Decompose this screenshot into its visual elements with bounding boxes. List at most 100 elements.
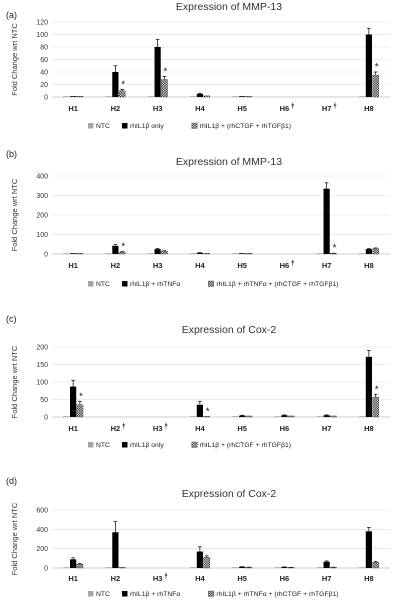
y-tick-label: 0 [44,95,48,102]
x-tick-label: H4 [195,261,205,270]
y-axis-label: Fold Change wrt NTC [10,345,19,418]
legend-entry: NTC [96,591,110,598]
chart-title: Expression of MMP-13 [176,1,282,13]
bar [147,253,154,254]
bar [70,386,77,417]
significance-star: * [375,62,379,73]
panel-label: (c) [6,314,17,324]
bar [154,249,161,254]
chart-panel: (c) Expression of Cox-2 Fold Change wrt NT… [6,314,390,449]
bar [232,253,239,254]
legend-entry: rhIL1β only [130,442,164,449]
bar [63,567,70,568]
legend-entry: rhIL1β + (rhCTGF + rhTGFβ1) [200,442,291,449]
bar [245,415,253,418]
x-tick-label: H8 [364,424,374,433]
bar [70,96,77,97]
panel-label: (d) [6,476,17,486]
bar [118,567,126,569]
x-tick-label: H7 [322,424,332,433]
x-tick-label: H4 [195,104,205,113]
legend-swatch [121,281,128,287]
significance-star: * [79,391,83,402]
y-axis-label: Fold Change wrt NTC [10,178,19,251]
legend-swatch [208,280,214,287]
bar [316,416,323,417]
bar [232,96,239,97]
legend-swatch [121,123,128,129]
chart-title: Expression of Cox-2 [182,324,277,336]
x-tick-label: H7 [322,261,332,270]
category-mark: ǂ [334,102,337,109]
y-tick-label: 100 [36,232,48,239]
x-tick-label: H6 [280,261,290,270]
bar [372,396,379,418]
legend-swatch [121,442,128,448]
bar [239,566,246,568]
legend-swatch [191,122,198,129]
bar [154,47,161,97]
chart-panel: (b) Expression of MMP-13 Fold Change wrt N… [6,149,390,288]
legend-swatch [121,591,128,597]
bar [76,96,84,98]
bar [365,531,372,568]
chart-title: Expression of MMP-13 [176,156,282,168]
bar [274,416,281,417]
y-tick-label: 300 [36,193,48,200]
x-tick-label: H2 [111,261,121,270]
significance-star: * [375,384,379,395]
legend-entry: NTC [96,123,110,130]
x-tick-label: H6 [280,574,290,583]
x-tick-label: H7 [322,574,332,583]
y-axis-label: Fold Change wrt NTC [10,502,19,575]
x-tick-label: H4 [195,424,205,433]
bar [112,72,119,97]
bar [189,253,197,254]
bar [196,404,203,417]
bar [232,416,239,417]
bar [189,96,197,97]
bar [203,253,210,255]
bar [323,561,330,568]
y-tick-label: 200 [36,345,48,352]
legend-swatch [88,442,94,448]
bar [105,567,112,568]
legend-swatch [88,123,94,129]
category-mark: ǂ [165,422,168,429]
bar [330,415,337,418]
y-tick-label: 100 [36,380,48,387]
bar [203,95,210,98]
bar [161,250,168,255]
y-tick-label: 150 [36,362,48,369]
bar [372,248,379,255]
legend-swatch [208,590,214,597]
y-tick-label: 20 [40,82,48,89]
x-tick-label: H5 [237,424,247,433]
significance-star: * [121,80,125,91]
x-tick-label: H5 [237,104,247,113]
significance-star: * [121,242,125,253]
bar [76,563,84,569]
bar [365,34,372,97]
bar [161,79,168,98]
x-tick-label: H1 [68,104,78,113]
x-tick-label: H6 [280,424,290,433]
legend-entry: NTC [96,442,110,449]
bar [239,253,246,254]
x-tick-label: H6 [280,104,290,113]
bar [274,567,281,568]
bar [105,253,112,254]
bar [76,253,84,255]
significance-star: * [332,243,336,254]
y-tick-label: 80 [40,45,48,52]
legend-entry: rhIL1β only [130,123,164,130]
y-tick-label: 200 [36,546,48,553]
bar [372,74,379,98]
y-tick-label: 120 [36,20,48,27]
x-tick-label: H8 [364,261,374,270]
bar [189,567,197,568]
bar [323,188,330,254]
bar [358,96,366,97]
y-tick-label: 600 [36,508,48,515]
